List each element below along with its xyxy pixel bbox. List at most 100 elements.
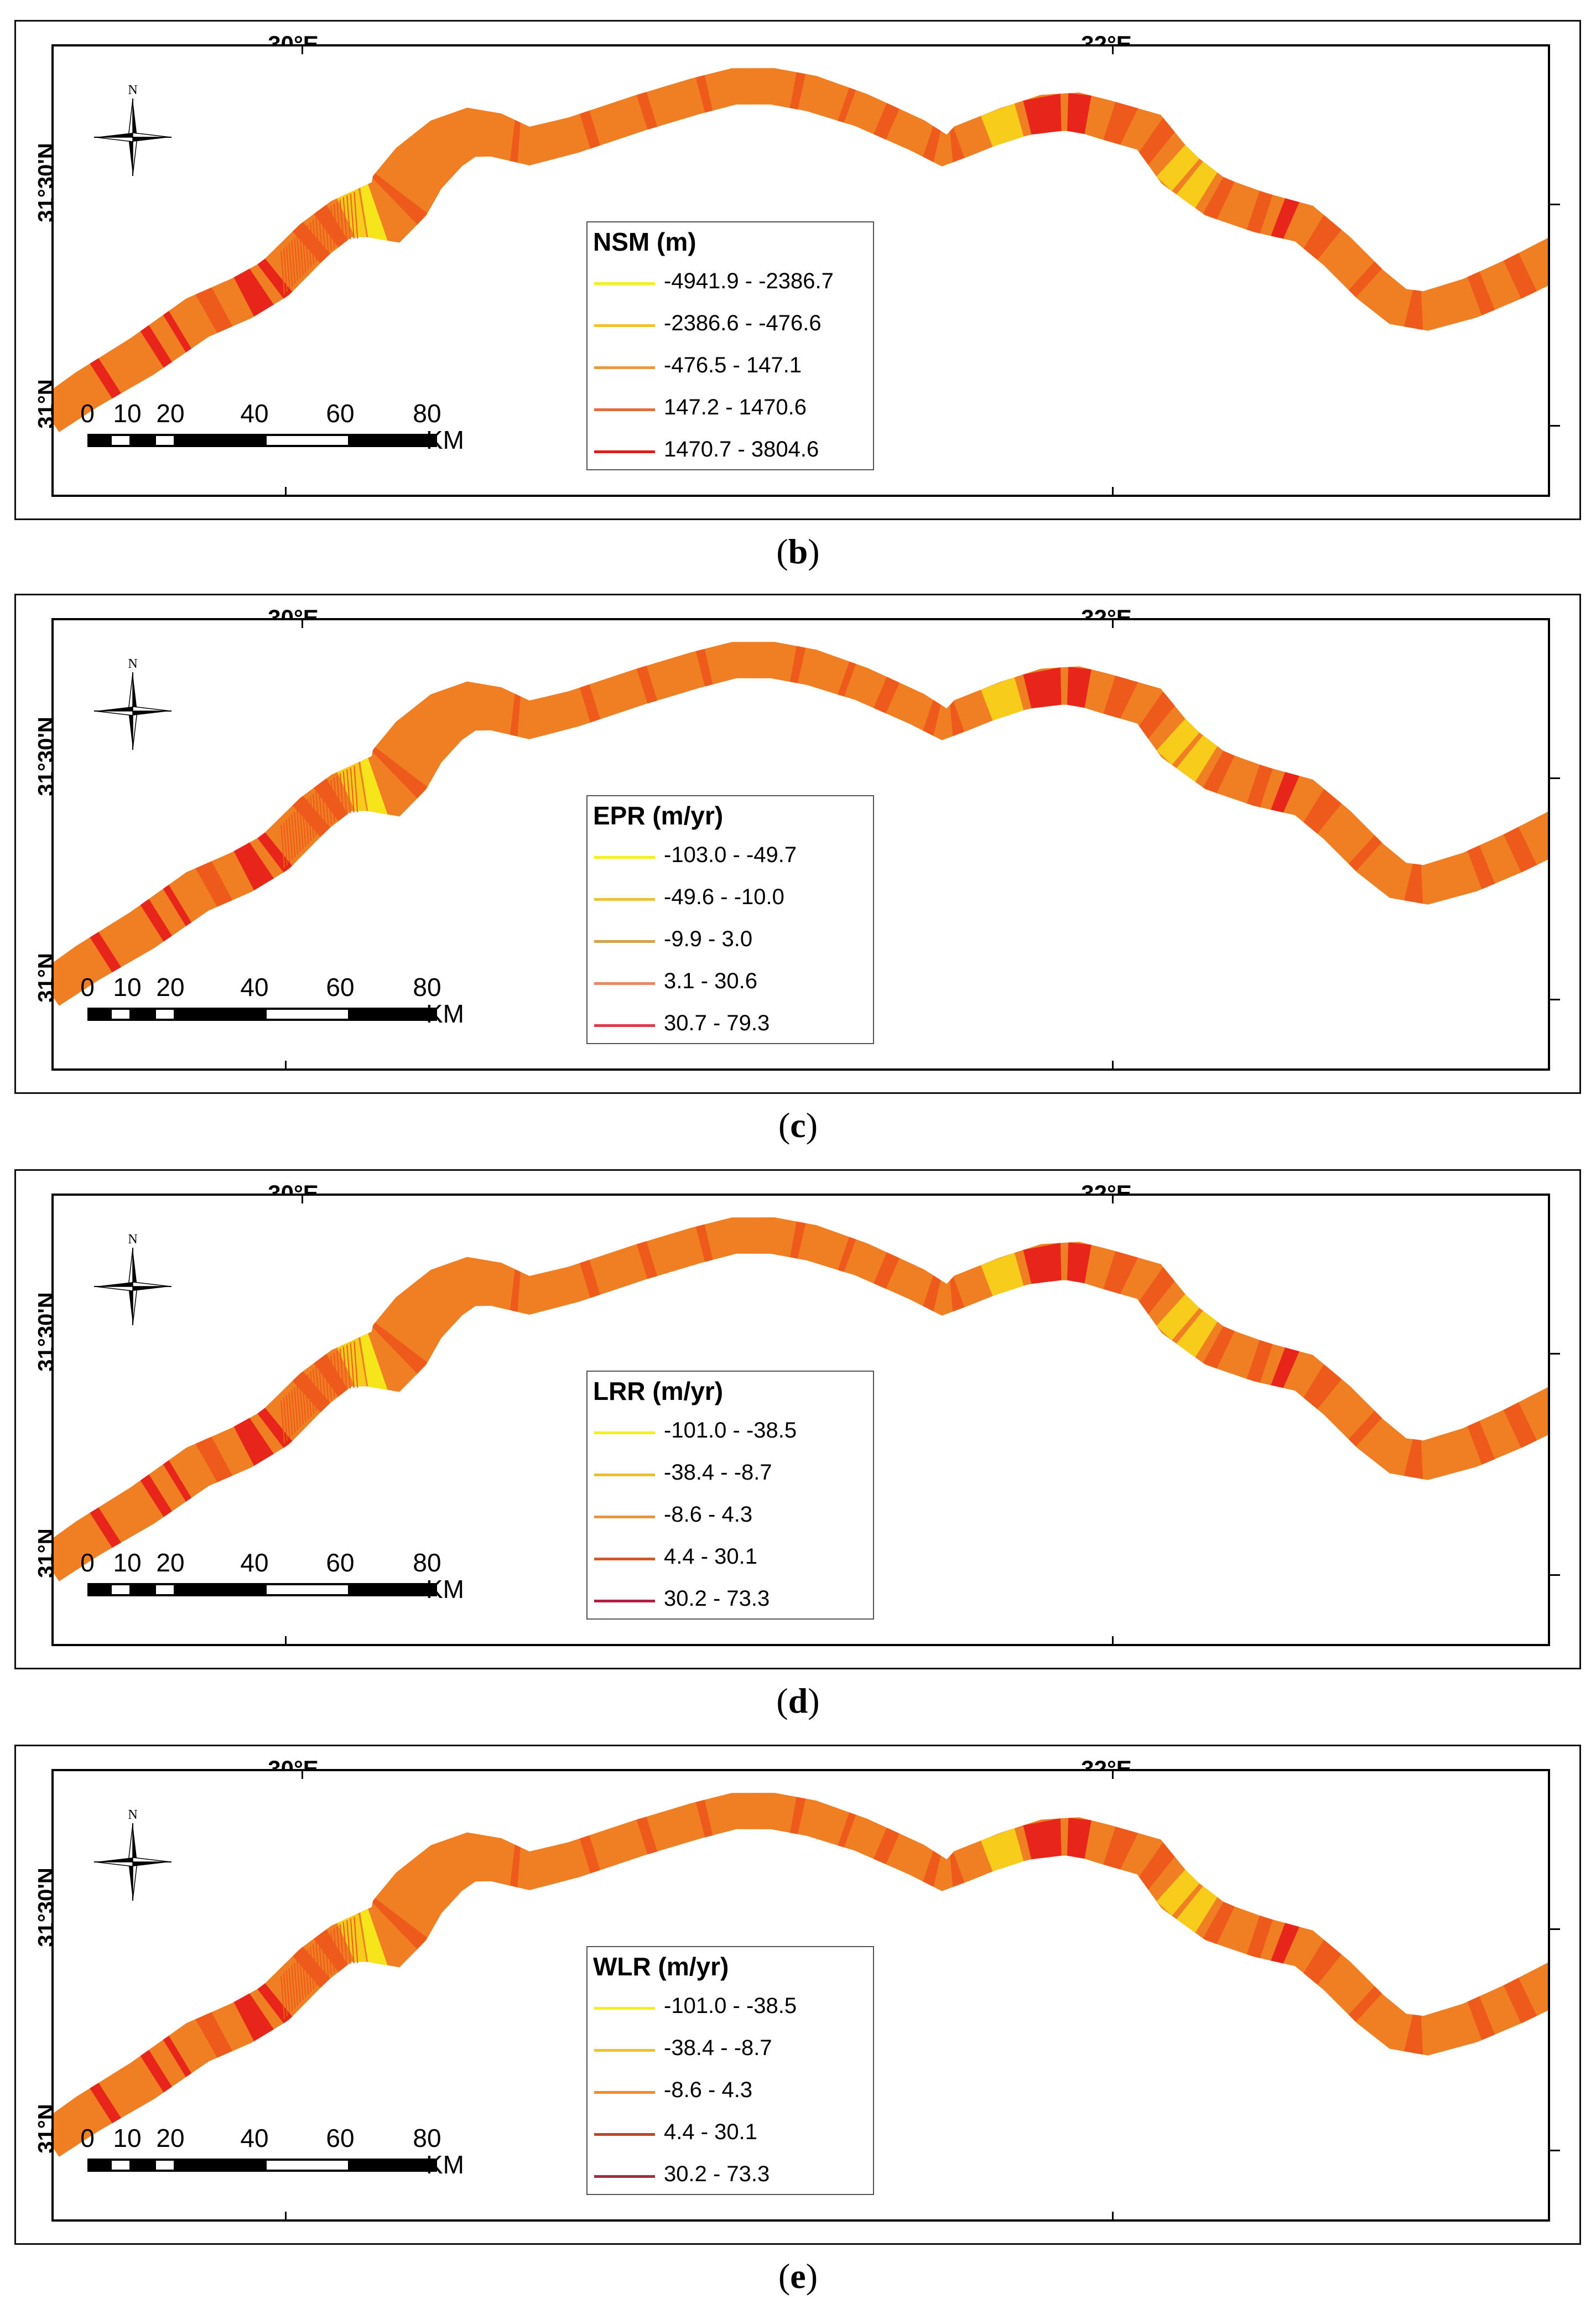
- transect-stripe-34: [1503, 253, 1537, 299]
- scale-tick-label: 20: [156, 2124, 185, 2152]
- transect-stripe-28: [1246, 1915, 1273, 1958]
- transect-stripe-32: [1404, 289, 1423, 330]
- transect-stripe-11: [510, 1844, 521, 1887]
- transect-line: [339, 1924, 344, 1966]
- transect-stripe-2: [163, 885, 192, 926]
- transect-line: [324, 210, 329, 253]
- transect-stripe-27: [1203, 1901, 1235, 1944]
- legend-item: -101.0 - -38.5: [588, 1412, 875, 1454]
- transect-stripe-30: [1303, 1939, 1342, 1985]
- transect-line: [310, 796, 315, 839]
- graticule-tick: [1550, 777, 1560, 779]
- legend-item: -38.4 - -8.7: [588, 2029, 875, 2071]
- transect-line: [336, 1926, 341, 1968]
- transect-stripe-12: [580, 1259, 600, 1298]
- transect-line: [301, 230, 306, 273]
- transect-line: [285, 1970, 290, 2014]
- transect-line: [297, 809, 301, 852]
- scale-segment: [87, 1583, 110, 1596]
- scale-tick-label: 60: [326, 2124, 355, 2152]
- legend-item: 4.4 - 30.1: [588, 2113, 875, 2155]
- transect-stripe-6: [292, 1371, 330, 1413]
- scale-tick-label: 80: [413, 399, 441, 428]
- transect-stripe-25: [1156, 718, 1200, 765]
- transect-line: [299, 1382, 304, 1425]
- transect-line: [336, 1351, 341, 1393]
- transect-stripe-33: [1467, 1996, 1495, 2040]
- transect-stripe-30: [1303, 788, 1342, 834]
- transect-stripe-0: [90, 2083, 121, 2124]
- scale-segment: [87, 2159, 110, 2172]
- transect-line: [346, 1345, 351, 1389]
- transect-stripe-11: [510, 120, 521, 163]
- transect-stripe-20: [980, 1253, 1024, 1296]
- legend-swatch: [594, 1600, 655, 1602]
- transect-stripe-25: [1156, 144, 1200, 191]
- transect-line: [285, 246, 290, 289]
- graticule-tick: [301, 618, 303, 628]
- river-map: [54, 68, 1548, 432]
- transect-line: [280, 251, 285, 294]
- transect-stripe-34: [1503, 827, 1537, 873]
- scale-tick-label: 40: [240, 973, 269, 1002]
- graticule-tick: [1550, 1353, 1560, 1355]
- graticule-tick: [1112, 487, 1114, 497]
- north-arrow-icon: N: [89, 656, 177, 753]
- transect-stripe-23: [1103, 1827, 1138, 1870]
- transect-line: [339, 199, 344, 241]
- transect-line: [321, 1362, 326, 1404]
- transect-stripe-1: [140, 325, 172, 368]
- transect-line: [288, 243, 293, 287]
- transect-line: [312, 1369, 317, 1412]
- compass-north-label: N: [128, 657, 137, 671]
- transect-stripe-3: [195, 287, 233, 333]
- transect-line: [353, 192, 358, 238]
- legend-label: -101.0 - -38.5: [664, 1994, 797, 2018]
- transect-stripe-26: [1176, 735, 1218, 782]
- scale-tick-label: 0: [80, 1548, 95, 1577]
- compass-north-label: N: [128, 1808, 137, 1822]
- transect-stripe-6: [292, 222, 330, 263]
- transect-line: [327, 1357, 332, 1400]
- transect-line: [342, 1922, 347, 1965]
- legend-swatch: [594, 2091, 655, 2094]
- transect-line: [324, 784, 329, 827]
- graticule-tick: [285, 487, 287, 497]
- transect-stripe-22: [1067, 93, 1091, 134]
- scale-segment: [154, 2159, 176, 2172]
- scale-segment: [264, 2159, 350, 2172]
- transect-stripe-9: [360, 758, 388, 815]
- transect-stripe-13: [636, 1241, 658, 1279]
- legend-label: -38.4 - -8.7: [664, 2036, 772, 2060]
- legend-item: 1470.7 - 3804.6: [588, 430, 875, 473]
- panel-caption: (e): [778, 2256, 818, 2296]
- transect-stripe-23: [1103, 676, 1138, 719]
- scale-tick-label: 40: [240, 399, 269, 428]
- scale-bar: 0 10 20 40 60 80 KM: [77, 1548, 492, 1625]
- transect-stripe-12: [580, 110, 600, 149]
- transect-line: [291, 814, 296, 858]
- transect-stripe-9: [360, 1908, 388, 1966]
- scale-unit: KM: [426, 426, 464, 454]
- transect-stripe-17: [874, 1828, 900, 1865]
- legend-label: -38.4 - -8.7: [664, 1460, 772, 1485]
- transect-stripe-11: [510, 693, 521, 736]
- transect-stripe-19: [950, 701, 965, 736]
- transect-line: [330, 1355, 335, 1397]
- transect-stripe-0: [90, 932, 121, 973]
- transect-stripe-10: [372, 1322, 428, 1374]
- transect-line: [336, 775, 341, 817]
- transect-stripe-17: [874, 677, 900, 714]
- legend-swatch: [594, 2175, 655, 2178]
- legend-title: EPR (m/yr): [593, 801, 724, 830]
- transect-line: [346, 195, 351, 240]
- transect-line: [336, 201, 341, 243]
- transect-stripe-0: [90, 1507, 121, 1548]
- transect-stripe-9: [360, 184, 388, 241]
- legend-item: -49.6 - -10.0: [588, 878, 875, 920]
- scale-segment: [110, 1008, 132, 1021]
- scale-segment: [176, 1008, 264, 1021]
- scale-bar: 0 10 20 40 60 80 KM: [77, 398, 492, 476]
- scale-tick-label: 20: [156, 1548, 185, 1577]
- graticule-tick: [1550, 2150, 1560, 2151]
